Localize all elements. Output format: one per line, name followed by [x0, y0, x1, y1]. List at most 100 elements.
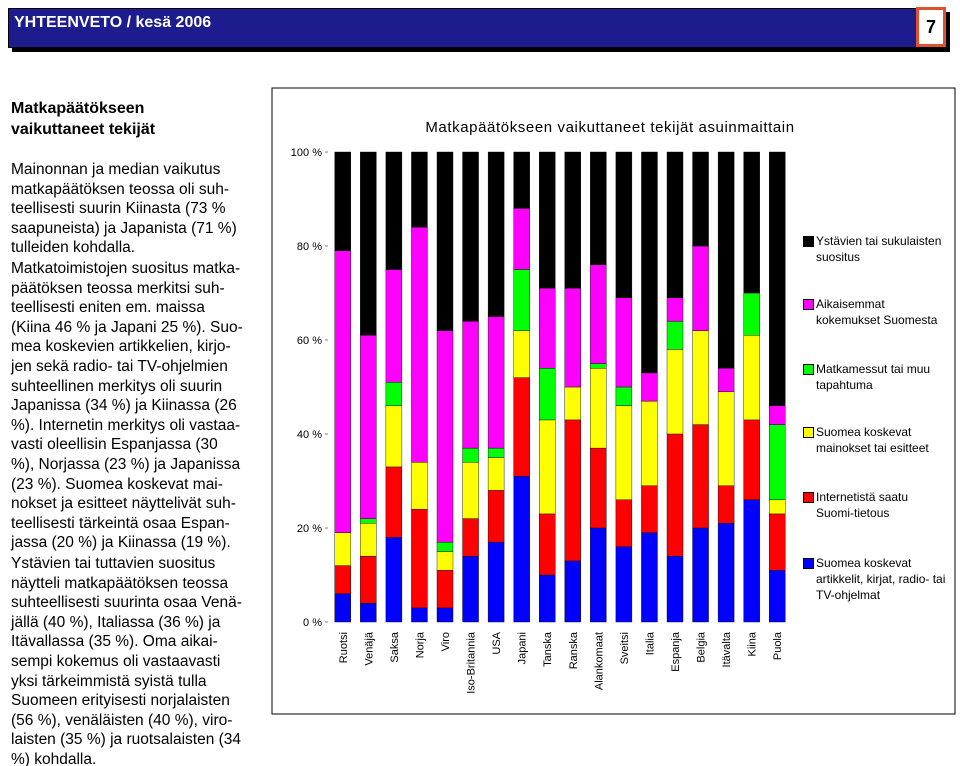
- legend-label: Suomea koskevat mainokset tai esitteet: [816, 425, 929, 455]
- bar-segment: [436, 570, 454, 609]
- bar-segment: [769, 151, 786, 407]
- legend-label: Matkamessut tai muu tapahtuma: [816, 362, 931, 392]
- legend-swatch: [803, 492, 814, 503]
- bar-segment: [487, 457, 505, 491]
- legend-swatch: [803, 427, 814, 438]
- legend-swatch: [803, 558, 814, 569]
- bar-segment: [411, 151, 428, 228]
- chart-title: Matkapäätökseen vaikuttaneet tekijät asu…: [425, 119, 794, 136]
- bar-segment: [769, 513, 786, 571]
- text-line: mea koskevien artikkelien, kirjo-: [11, 338, 231, 356]
- bar-segment: [769, 570, 786, 623]
- text-line: tulleiden kohdalla.: [11, 239, 136, 257]
- text-line: %) kohdalla.: [11, 750, 97, 766]
- bar-segment: [360, 556, 377, 604]
- bar-segment: [590, 447, 607, 529]
- legend-swatch: [803, 299, 814, 310]
- text-line: %), Norjassa (23 %) ja Japanissa: [11, 455, 241, 473]
- text-line: (23 %). Suomea koskevat mai-: [11, 475, 223, 493]
- bar-segment: [436, 330, 454, 543]
- text-line: yksi tärkeimmistä syistä tulla: [11, 672, 207, 690]
- bar-segment: [411, 226, 428, 463]
- bar-segment: [641, 400, 658, 486]
- text-line: teellisesti tärkeintä osaa Espan-: [11, 514, 230, 532]
- bar-segment: [411, 509, 428, 609]
- x-tick-label: Venäjä: [363, 631, 375, 666]
- bar-segment: [743, 151, 760, 294]
- x-tick-label: Ruotsi: [338, 632, 350, 663]
- header-title: YHTEENVETO / kesä 2006: [14, 14, 212, 31]
- bar-segment: [360, 603, 377, 623]
- bar-segment: [513, 208, 530, 270]
- bar-segment: [487, 490, 505, 543]
- x-tick-label: Kiina: [747, 631, 759, 656]
- bar-segment: [487, 447, 505, 458]
- bar-segment: [717, 151, 735, 369]
- bar-segment: [385, 269, 403, 383]
- text-line: %). Internetin merkitys oli vastaa-: [11, 416, 241, 434]
- bar-segment: [513, 151, 530, 209]
- text-line: Matkatoimistojen suositus matka-: [11, 260, 241, 277]
- chart-frame: [271, 87, 956, 715]
- bar-segment: [462, 556, 479, 623]
- bar-segment: [641, 532, 658, 623]
- bar-segment: [692, 151, 709, 247]
- text-line: (56 %), venäläisten (40 %), viro-: [11, 711, 233, 729]
- bar-segment: [462, 151, 479, 322]
- x-tick-label: Tanska: [542, 631, 554, 667]
- bar-segment: [385, 151, 403, 270]
- bar-segment: [487, 316, 505, 449]
- text-line: jällä (40 %), Italiassa (36 %) ja: [11, 613, 221, 631]
- bar-segment: [717, 523, 735, 623]
- bar-segment: [769, 424, 786, 501]
- x-tick-label: Puola: [772, 631, 784, 660]
- paragraph: Mainonnan ja median vaikutus matkapäätöks…: [11, 160, 237, 258]
- bar-segment: [360, 151, 377, 336]
- bar-segment: [385, 537, 403, 623]
- x-tick-label: Espanja: [670, 631, 682, 672]
- text-line: suhteellisesti suurinta osaa Venä-: [11, 594, 242, 612]
- bar-segment: [436, 151, 454, 331]
- bar-segment: [539, 419, 556, 515]
- legend-label: Aikaisemmat kokemukset Suomesta: [816, 297, 938, 327]
- bar-segment: [641, 485, 658, 533]
- bar-segment: [692, 330, 709, 425]
- bar-segment: [564, 288, 581, 388]
- paragraph: Matkatoimistojen suositus matka-päätökse…: [11, 259, 243, 553]
- x-tick-label: Belgia: [696, 631, 708, 662]
- text-line: matkapäätöksen teossa oli suh-: [11, 180, 229, 198]
- bar-segment: [564, 560, 581, 623]
- bar-segment: [717, 391, 735, 486]
- text-line: (Kiina 46 % ja Japani 25 %). Suo-: [11, 318, 243, 336]
- text-line: teellisesti suurin Kiinasta (73 %: [11, 200, 226, 218]
- header-bar: [8, 8, 946, 48]
- bar-segment: [615, 546, 633, 623]
- legend-swatch: [803, 236, 814, 247]
- bar-segment: [590, 527, 607, 623]
- bar-segment: [666, 321, 684, 350]
- bar-segment: [385, 405, 403, 468]
- y-tick-label: 60 %: [297, 335, 322, 347]
- bar-segment: [513, 377, 530, 477]
- y-tick-label: 80 %: [297, 241, 322, 253]
- text-line: jassa (20 %) ja Kiinassa (19 %).: [11, 534, 231, 552]
- bar-segment: [411, 462, 428, 510]
- bar-segment: [615, 386, 633, 406]
- sidebar-title: Matkapäätökseen vaikuttaneet tekijät: [11, 100, 156, 138]
- x-tick-label: Ranska: [568, 631, 580, 669]
- bar-segment: [385, 466, 403, 538]
- bar-segment: [385, 382, 403, 406]
- bar-segment: [564, 386, 581, 421]
- bar-segment: [615, 405, 633, 500]
- bar-segment: [436, 607, 454, 623]
- text-line: näytteli matkapäätöksen teossa: [11, 574, 229, 592]
- bar-segment: [334, 593, 351, 623]
- bar-segment: [717, 368, 735, 392]
- text-line: Mainonnan ja median vaikutus: [11, 161, 221, 178]
- bar-segment: [692, 424, 709, 529]
- bar-segment: [539, 288, 556, 369]
- bar-segment: [666, 556, 684, 623]
- bar-segment: [513, 330, 530, 378]
- bar-segment: [360, 518, 377, 524]
